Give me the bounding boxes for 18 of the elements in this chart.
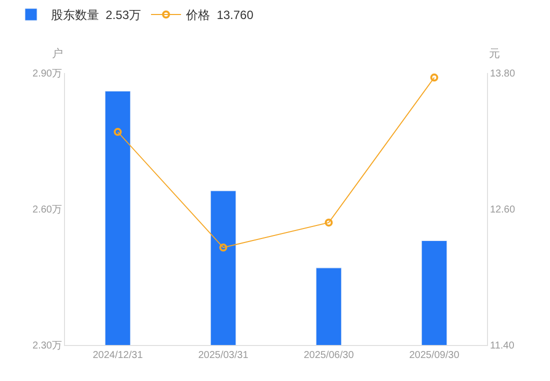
point — [114, 128, 122, 136]
y-tick-label: 2.90万 — [32, 68, 62, 80]
legend-label: 股东数量 2.53万 — [51, 8, 142, 22]
y2-tick-label: 13.80 — [490, 68, 516, 80]
x-tick-label: 2025/09/30 — [409, 350, 460, 361]
y2-axis-title: 元 — [489, 48, 500, 60]
y-tick-label: 2.30万 — [32, 340, 62, 352]
y2-tick-label: 12.60 — [490, 204, 516, 216]
x-tick-label: 2024/12/31 — [92, 350, 144, 361]
point — [219, 244, 228, 252]
y-axis-title: 户 — [52, 47, 63, 60]
point — [324, 218, 333, 227]
x-tick-label: 2025/03/31 — [198, 350, 249, 361]
legend-label: 价格 13.760 — [185, 8, 254, 22]
y-tick-label: 2.60万 — [32, 204, 62, 216]
y2-tick-label: 11.40 — [490, 340, 515, 352]
point — [430, 74, 438, 82]
x-tick-label: 2025/06/30 — [304, 350, 354, 361]
